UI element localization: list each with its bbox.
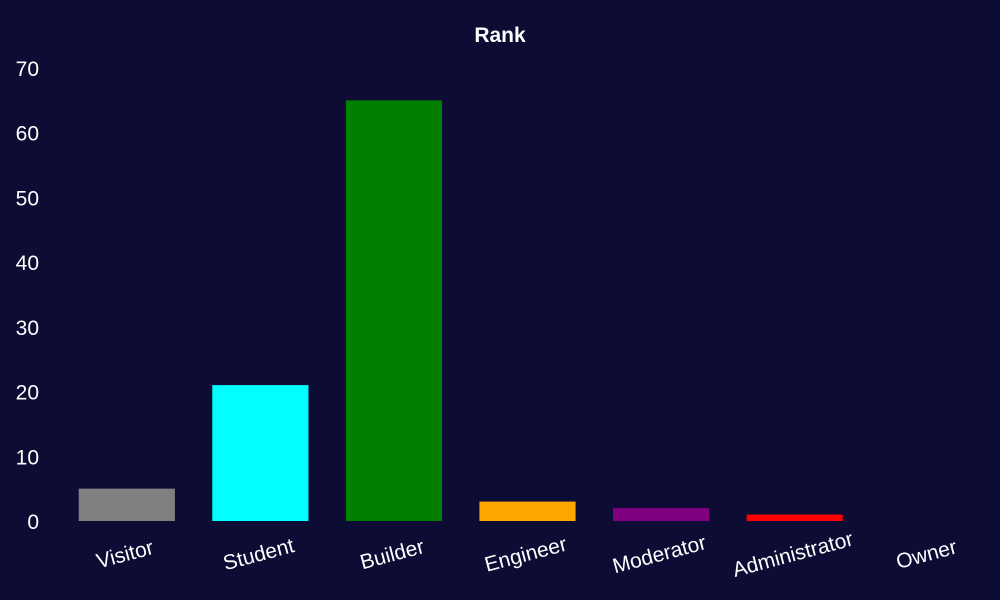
y-tick-label: 40 [16,252,39,275]
bar-moderator [612,508,710,521]
bars [78,100,843,521]
bar-visitor [78,488,175,521]
bar-student [212,385,309,521]
y-axis-ticks: 0 10 20 30 40 50 60 70 [16,58,39,534]
x-tick-label: Engineer [482,533,569,577]
bar-engineer [479,501,576,521]
y-tick-label: 20 [16,382,39,405]
x-tick-label: Owner [894,536,960,574]
y-tick-label: 50 [16,187,39,210]
y-tick-label: 10 [16,446,39,469]
y-tick-label: 60 [16,123,39,146]
y-tick-label: 0 [27,511,39,534]
x-tick-label: Builder [358,535,427,574]
y-tick-label: 70 [16,58,39,81]
x-tick-label: Administrator [730,528,855,582]
bar-builder [345,100,443,521]
x-tick-label: Moderator [610,531,708,578]
x-tick-label: Student [221,534,297,575]
x-axis-ticks: Visitor Student Builder Engineer Moderator Ad… [94,528,959,582]
chart-title: Rank [474,24,526,47]
bar-administrator [746,514,843,521]
y-tick-label: 30 [16,317,39,340]
x-tick-label: Visitor [94,536,156,573]
